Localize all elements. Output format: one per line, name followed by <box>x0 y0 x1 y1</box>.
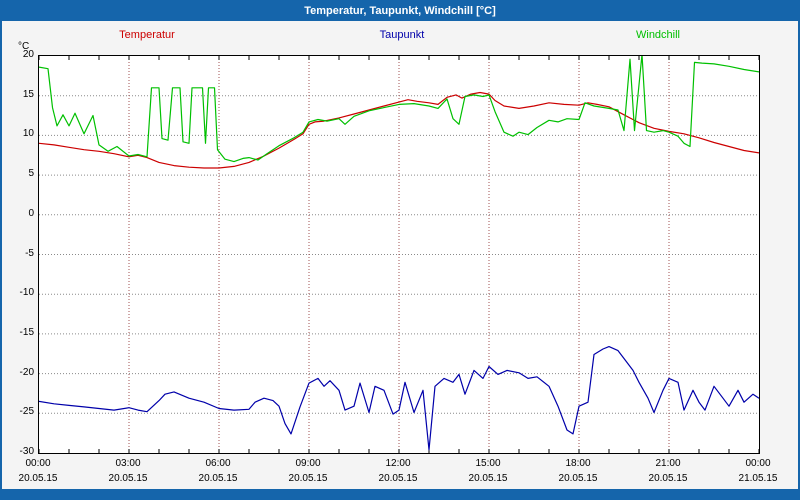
x-date-label: 20.05.15 <box>108 473 148 484</box>
y-tick-label: -25 <box>19 406 34 418</box>
chart-canvas <box>39 56 759 453</box>
x-tick-label: 09:00 <box>295 458 321 469</box>
legend-temperatur: Temperatur <box>119 29 175 41</box>
x-tick-label: 00:00 <box>745 458 771 469</box>
plot-area <box>38 55 760 454</box>
y-tick-label: -10 <box>19 287 34 299</box>
y-tick-label: -15 <box>19 326 34 338</box>
x-date-label: 20.05.15 <box>18 473 58 484</box>
x-tick-label: 06:00 <box>205 458 231 469</box>
y-tick-label: 15 <box>22 88 34 100</box>
y-tick-label: -20 <box>19 366 34 378</box>
x-tick-label: 18:00 <box>565 458 591 469</box>
x-date-label: 20.05.15 <box>648 473 688 484</box>
x-date-label: 21.05.15 <box>738 473 778 484</box>
title-bar: Temperatur, Taupunkt, Windchill [°C] <box>2 2 798 21</box>
x-tick-label: 12:00 <box>385 458 411 469</box>
x-date-label: 20.05.15 <box>558 473 598 484</box>
y-tick-label: 0 <box>28 207 34 219</box>
y-tick-label: 10 <box>22 128 34 140</box>
y-tick-label: 20 <box>22 49 34 60</box>
x-tick-label: 21:00 <box>655 458 681 469</box>
series-line-windchill <box>39 56 759 163</box>
y-tick-label: -5 <box>25 247 34 259</box>
legend-windchill: Windchill <box>635 29 681 41</box>
x-date-label: 20.05.15 <box>378 473 418 484</box>
x-date-label: 20.05.15 <box>288 473 328 484</box>
chart-title: Temperatur, Taupunkt, Windchill [°C] <box>304 5 496 17</box>
series-line-temperatur <box>39 91 759 169</box>
bottom-bar <box>2 489 798 498</box>
x-tick-label: 15:00 <box>475 458 501 469</box>
y-axis-unit: °C <box>18 41 30 52</box>
y-tick-label: -30 <box>19 446 34 457</box>
x-tick-label: 03:00 <box>115 458 141 469</box>
x-tick-label: 00:00 <box>25 458 51 469</box>
legend-taupunkt: Taupunkt <box>379 29 425 41</box>
y-tick-label: 5 <box>28 168 34 180</box>
x-date-label: 20.05.15 <box>198 473 238 484</box>
series-line-taupunkt <box>39 346 759 451</box>
x-date-label: 20.05.15 <box>468 473 508 484</box>
